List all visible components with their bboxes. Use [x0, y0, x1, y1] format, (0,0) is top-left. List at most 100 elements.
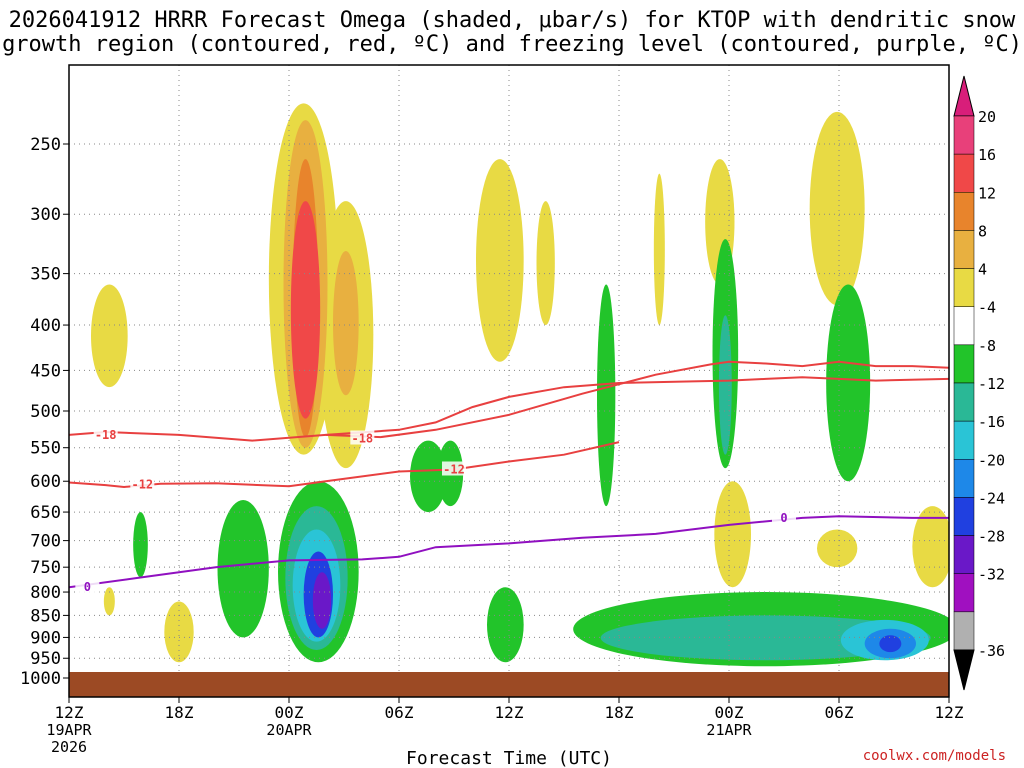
x-axis-label: Forecast Time (UTC)	[406, 748, 612, 768]
y-tick-label-8: 650	[30, 503, 61, 523]
colorbar-swatch-7	[953, 382, 975, 422]
colorbar-label-11: -28	[978, 528, 1005, 546]
contour-label-bg-3-1	[772, 509, 796, 524]
colorbar-top-triangle	[953, 75, 975, 117]
colorbar-label-9: -20	[978, 451, 1005, 469]
colorbar-swatch-1	[953, 153, 975, 193]
colorbar-label-3: 8	[978, 222, 987, 240]
y-tick-label-0: 250	[30, 135, 61, 155]
x-tick-label-4: 12Z	[495, 703, 524, 722]
x-tick-date-2: 20APR	[266, 721, 312, 739]
contour-label-1-0: -18	[351, 431, 373, 445]
colorbar-swatch-8	[953, 420, 975, 460]
colorbar-swatch-4	[953, 268, 975, 307]
ground-terrain	[69, 672, 949, 697]
contour-label-0-0: -18	[95, 428, 117, 442]
omega-shade-18	[217, 500, 269, 638]
x-tick-label-2: 00Z	[275, 703, 304, 722]
contour-label-bg-2-1	[442, 461, 466, 476]
x-tick-label-8: 12Z	[935, 703, 964, 722]
colorbar-swatch-12	[953, 573, 975, 613]
omega-shade-25	[487, 587, 524, 663]
colorbar-swatch-13	[953, 611, 975, 651]
x-tick-date-6: 21APR	[706, 721, 752, 739]
contour-label-bg-1-0	[350, 430, 375, 445]
omega-shade-34	[879, 635, 902, 653]
colorbar-swatch-5	[953, 306, 975, 346]
y-tick-label-9: 700	[30, 532, 61, 552]
x-tick-label-1: 18Z	[165, 703, 194, 722]
y-tick-label-4: 450	[30, 361, 61, 381]
omega-shade-4	[103, 587, 115, 616]
contour-label-3-0: 0	[84, 580, 91, 594]
omega-shade-9	[809, 111, 865, 306]
colorbar-label-4: 4	[978, 261, 987, 279]
omega-shade-14	[333, 250, 359, 396]
chart-title-line2: growth region (contoured, red, ºC) and f…	[2, 32, 1022, 57]
omega-shade-16	[290, 201, 321, 419]
colorbar-label-1: 16	[978, 146, 996, 164]
x-tick-label-0: 12Z	[55, 703, 84, 722]
colorbar-label-13: -36	[978, 642, 1005, 660]
y-tick-label-1: 300	[30, 205, 61, 225]
contour-label-bg-3-0	[75, 579, 100, 594]
y-tick-label-5: 500	[30, 402, 61, 422]
contour-line-1	[325, 360, 949, 439]
credit-text[interactable]: coolwx.com/models	[862, 748, 1006, 764]
x-tick-label-3: 06Z	[385, 703, 414, 722]
omega-shade-11	[817, 529, 858, 568]
y-tick-label-13: 900	[30, 628, 61, 648]
colorbar-label-6: -8	[978, 337, 996, 355]
omega-shade-35	[312, 572, 332, 629]
colorbar-swatch-10	[953, 497, 975, 536]
x-tick-label-7: 06Z	[825, 703, 854, 722]
contour-line-2	[69, 441, 620, 489]
colorbar-label-7: -12	[978, 375, 1005, 393]
omega-shade-3	[164, 601, 194, 663]
omega-shade-19	[133, 512, 148, 578]
y-tick-label-11: 800	[30, 583, 61, 603]
x-tick-label-6: 00Z	[715, 703, 744, 722]
colorbar-label-5: -4	[978, 299, 996, 317]
y-tick-label-7: 600	[30, 472, 61, 492]
colorbar-swatch-9	[953, 459, 975, 498]
omega-shade-22	[597, 284, 616, 507]
colorbar-swatch-2	[953, 192, 975, 231]
contour-label-bg-0-0	[93, 426, 118, 441]
y-tick-label-2: 350	[30, 265, 61, 285]
x-tick-label-5: 18Z	[605, 703, 634, 722]
colorbar-swatch-11	[953, 535, 975, 574]
omega-shade-2	[91, 284, 128, 388]
y-tick-label-3: 400	[30, 316, 61, 336]
y-tick-label-6: 550	[30, 439, 61, 459]
colorbar-swatch-3	[953, 230, 975, 269]
y-tick-label-15: 1000	[20, 669, 61, 689]
colorbar-label-0: 20	[978, 108, 996, 126]
contour-line-0	[69, 376, 949, 442]
y-tick-label-12: 850	[30, 606, 61, 626]
omega-shade-10	[714, 481, 752, 588]
colorbar-label-10: -24	[978, 489, 1005, 507]
omega-shade-28	[718, 315, 732, 455]
omega-shade-5	[476, 159, 524, 362]
x-tick-year-0: 2026	[51, 738, 87, 756]
x-tick-date-0: 19APR	[46, 721, 92, 739]
colorbar-bottom-triangle	[953, 649, 975, 691]
colorbar-label-2: 12	[978, 184, 996, 202]
contour-label-bg-2-0	[130, 476, 155, 491]
contour-line-3	[69, 515, 949, 589]
y-tick-label-10: 750	[30, 558, 61, 578]
omega-shade-7	[653, 173, 665, 326]
colorbar-label-12: -32	[978, 566, 1005, 584]
omega-shade-24	[826, 284, 871, 482]
colorbar-label-8: -16	[978, 413, 1005, 431]
colorbar-swatch-6	[953, 344, 975, 384]
omega-shade-20	[410, 440, 447, 513]
contour-label-2-0: -12	[131, 477, 153, 491]
omega-shade-6	[536, 201, 555, 326]
chart-title-line1: 2026041912 HRRR Forecast Omega (shaded, …	[8, 8, 1016, 33]
contour-label-3-1: 0	[780, 511, 787, 525]
contour-label-2-1: -12	[443, 462, 465, 476]
y-tick-label-14: 950	[30, 649, 61, 669]
